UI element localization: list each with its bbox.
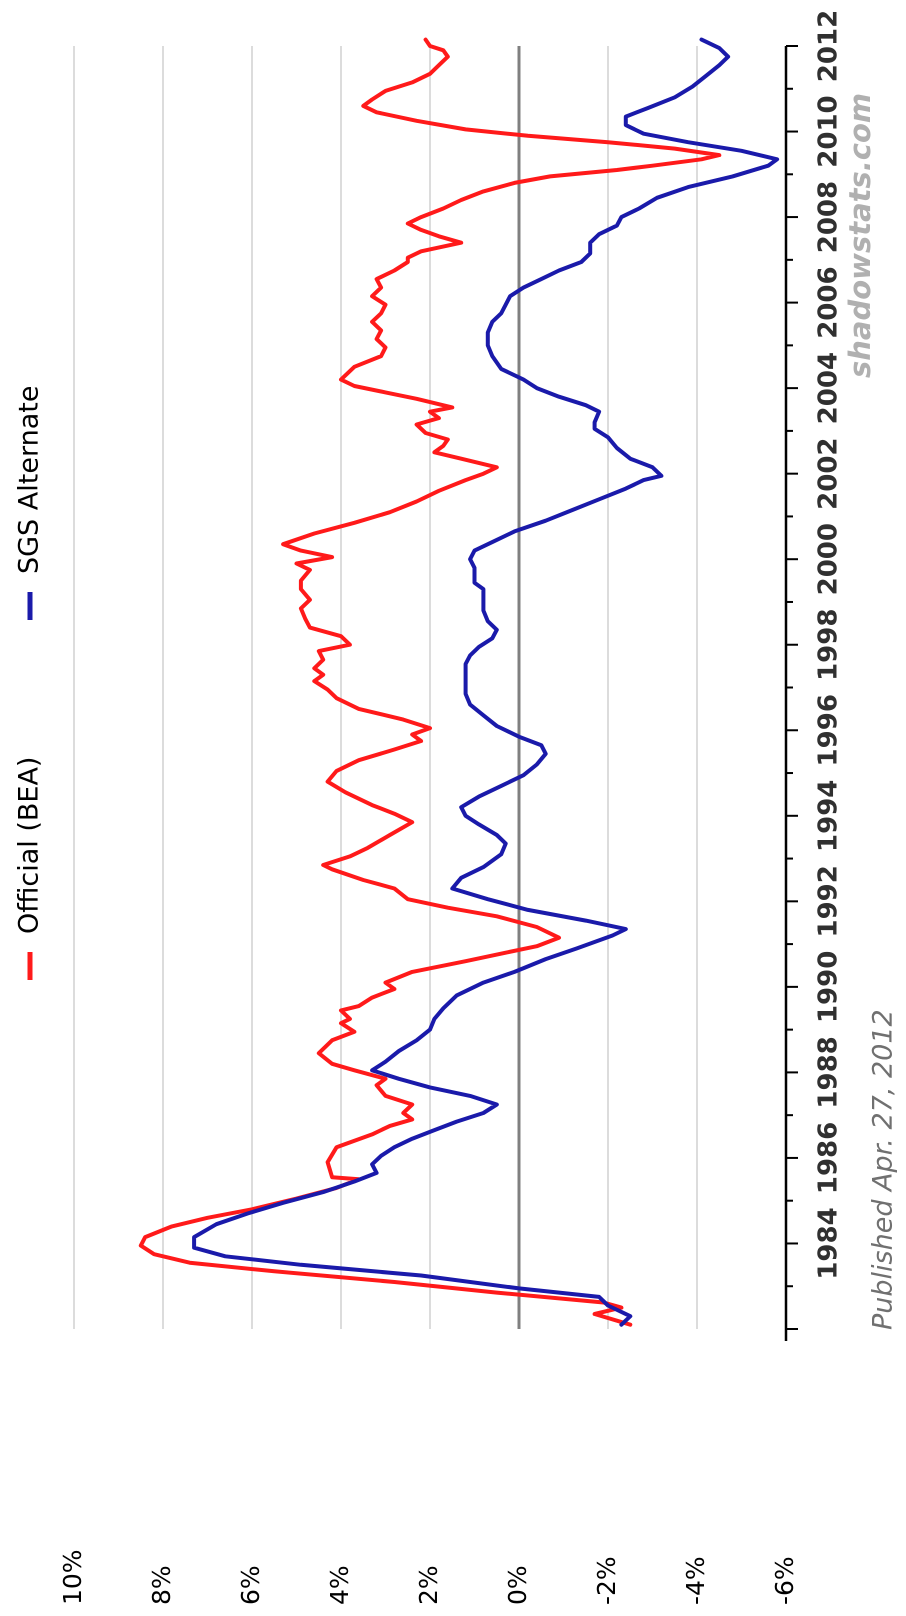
legend-label-official: Official (BEA) (14, 757, 45, 934)
legend-label-sgs: SGS Alternate (14, 386, 45, 574)
x-tick-label: 2006 (814, 266, 844, 338)
x-tick-label: 1992 (814, 865, 844, 937)
x-tick-label: 2008 (814, 181, 844, 253)
watermark-text: shadowstats.com (843, 93, 877, 378)
x-tick-label: 1984 (814, 1207, 844, 1279)
y-tick-label: 8% (147, 1565, 176, 1605)
y-tick-label: -6% (770, 1556, 799, 1605)
published-note: Published Apr. 27, 2012 (868, 1009, 899, 1330)
x-tick-label: 1990 (814, 951, 844, 1023)
text-labels: 10% 8% 6% 4% 2% 0% -2% -4% -6% 1984 1986 1988 1990 19… (58, 10, 899, 1605)
y-tick-label: 4% (325, 1565, 354, 1605)
y-tick-label: -4% (681, 1556, 710, 1605)
x-tick-label: 2004 (814, 352, 844, 424)
y-tick-label: 6% (236, 1565, 265, 1605)
legend: Official (BEA) SGS Alternate (14, 386, 45, 980)
x-tick-label: 2002 (814, 437, 844, 509)
x-tick-label: 1998 (814, 609, 844, 681)
y-tick-label: -2% (592, 1556, 621, 1605)
x-tick-label: 1988 (814, 1036, 844, 1108)
y-tick-label: 10% (58, 1549, 87, 1605)
series-lines (138, 37, 780, 1327)
series-line-sgs (192, 37, 780, 1327)
series-line-official (138, 37, 722, 1327)
y-tick-label: 0% (503, 1565, 532, 1605)
x-tick-label: 2000 (814, 523, 844, 595)
x-tick-label: 1996 (814, 694, 844, 766)
x-tick-label: 2010 (814, 95, 844, 167)
y-tick-label: 2% (414, 1565, 443, 1605)
x-tick-label: 1994 (814, 780, 844, 852)
x-axis (784, 45, 798, 1341)
x-tick-label: 2012 (814, 10, 844, 82)
gridlines (73, 46, 698, 1329)
x-tick-label: 1986 (814, 1122, 844, 1194)
